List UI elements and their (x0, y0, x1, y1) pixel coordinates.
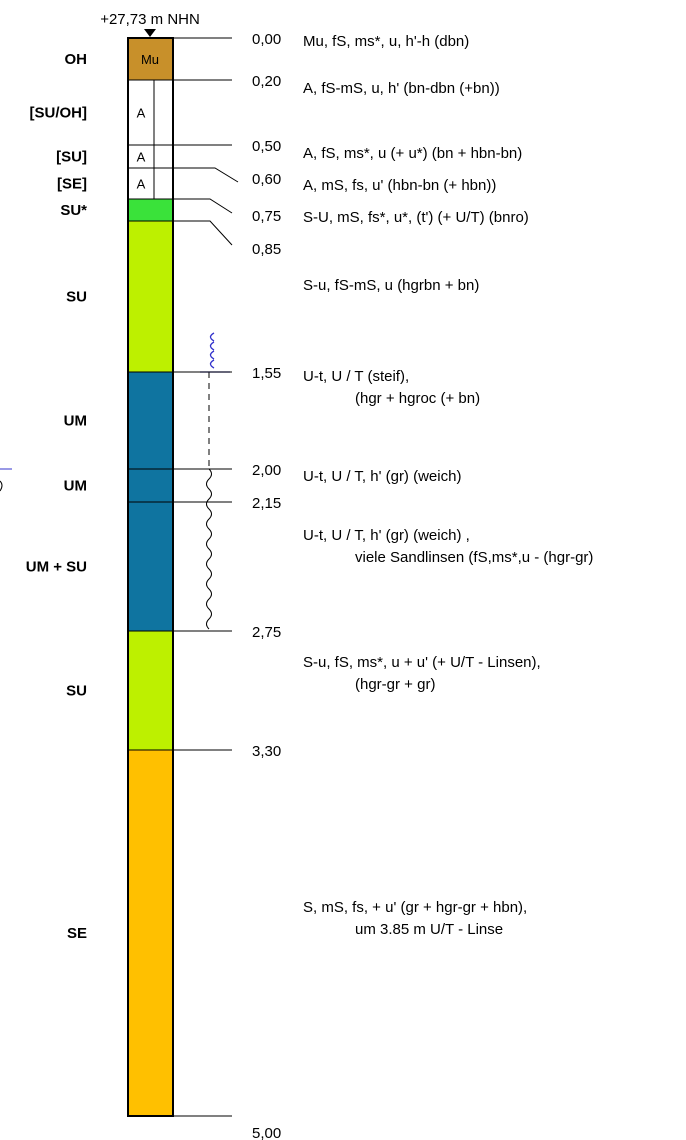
elevation-label: +27,73 m NHN (100, 11, 200, 28)
layer-description-7-line-0: U-t, U / T, h' (gr) (weich) (303, 468, 461, 485)
depth-label-5: 0,85 (252, 241, 281, 258)
layer-0 (127, 37, 174, 81)
layer-1 (127, 79, 174, 146)
depth-label-6: 1,55 (252, 365, 281, 382)
depth-label-0: 0,00 (252, 31, 281, 48)
column-outline (127, 37, 174, 1117)
soil-class-labels: OH [SU/OH] [SU] [SE] SU* SU UM UM UM + SU SU SE (26, 51, 87, 942)
soil-class-0: OH (65, 51, 88, 68)
layer-description-0-line-0: Mu, fS, ms*, u, h'-h (dbn) (303, 33, 469, 50)
layer-2 (127, 144, 174, 169)
layer-description-10-line-0: S, mS, fs, + u' (gr + hgr-gr + hbn), (303, 899, 527, 916)
layer-7 (127, 468, 174, 503)
depth-label-1: 0,20 (252, 73, 281, 90)
depth-leader-lines (173, 37, 239, 1117)
elevation-triangle-icon (144, 29, 156, 37)
layer-description-6-line-1: (hgr + hgroc (+ bn) (355, 390, 480, 407)
leader-line-4 (173, 198, 233, 214)
layer-description-10-line-1: um 3.85 m U/T - Linse (355, 921, 503, 938)
depth-label-4: 0,75 (252, 208, 281, 225)
soil-class-3: [SE] (57, 176, 87, 193)
depth-label-7: 2,00 (252, 462, 281, 479)
layer-fill-label-0: Mu (141, 52, 159, 67)
layer-description-9-line-0: S-u, fS, ms*, u + u' (+ U/T - Linsen), (303, 654, 541, 671)
soil-class-9: SU (66, 683, 87, 700)
layer-description-5-line-0: S-u, fS-mS, u (hgrbn + bn) (303, 277, 479, 294)
layer-description-3-line-0: A, mS, fs, u' (hbn-bn (+ hbn)) (303, 177, 496, 194)
layer-fill-label-3: A (137, 177, 146, 192)
soil-class-2: [SU] (56, 149, 87, 166)
depth-label-8: 2,15 (252, 495, 281, 512)
layer-fill-label-2: A (137, 150, 146, 165)
layer-6 (127, 371, 174, 470)
depth-label-11: 5,00 (252, 1125, 281, 1140)
soil-class-4: SU* (60, 202, 87, 219)
layer-9 (127, 630, 174, 751)
leader-line-5 (173, 220, 233, 246)
depth-label-9: 2,75 (252, 624, 281, 641)
layer-description-6-line-0: U-t, U / T (steif), (303, 368, 409, 385)
layer-5 (127, 220, 174, 373)
layer-3 (127, 167, 174, 200)
layer-description-4-line-0: S-U, mS, fs*, u*, (t') (+ U/T) (bnro) (303, 209, 529, 226)
depth-labels: 0,00 0,20 0,50 0,60 0,75 0,85 1,55 2,00 2,15 2,75… (252, 31, 281, 1140)
leader-line-3 (173, 167, 239, 183)
soil-class-8: UM + SU (26, 559, 87, 576)
layer-8 (127, 501, 174, 632)
layer-description-1-line-0: A, fS-mS, u, h' (bn-dbn (+bn)) (303, 80, 500, 97)
layer-10 (127, 749, 174, 1117)
column-border (127, 37, 174, 1117)
cut-off-bracket (0, 480, 3, 492)
consistency-wavy-line (206, 468, 212, 630)
side-fragment (0, 468, 12, 492)
layer-description-8-line-0: U-t, U / T, h' (gr) (weich) , (303, 527, 470, 544)
soil-class-1: [SU/OH] (30, 105, 88, 122)
depth-label-10: 3,30 (252, 743, 281, 760)
depth-label-3: 0,60 (252, 171, 281, 188)
layer-description-8-line-1: viele Sandlinsen (fS,ms*,u - (hgr-gr) (355, 549, 593, 566)
layer-descriptions: Mu, fS, ms*, u, h'-h (dbn) A, fS-mS, u, h… (303, 33, 593, 938)
soil-class-10: SE (67, 925, 87, 942)
soil-class-7: UM (64, 478, 87, 495)
layer-description-2-line-0: A, fS, ms*, u (+ u*) (bn + hbn-bn) (303, 145, 522, 162)
layer-4 (127, 198, 174, 222)
soil-class-5: SU (66, 289, 87, 306)
elevation-marker: +27,73 m NHN (100, 11, 200, 37)
consistency-markers (200, 332, 232, 632)
layer-fill-label-1: A (137, 106, 146, 121)
depth-label-2: 0,50 (252, 138, 281, 155)
groundwater-symbol-icon (209, 332, 215, 369)
soil-class-6: UM (64, 413, 87, 430)
layer-description-9-line-1: (hgr-gr + gr) (355, 676, 435, 693)
